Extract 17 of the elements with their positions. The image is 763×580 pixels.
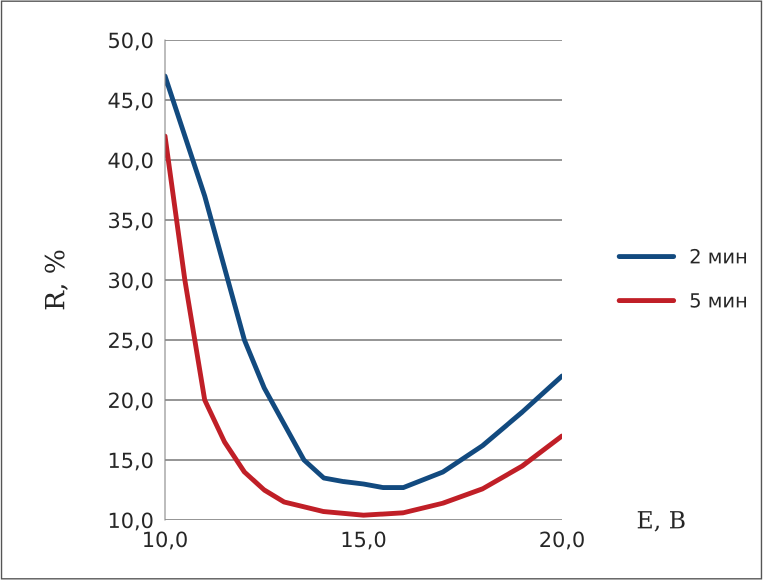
y-tick-label: 15,0 — [110, 452, 153, 470]
y-tick-label: 25,0 — [109, 332, 153, 350]
y-tick-label: 40,0 — [108, 152, 153, 170]
y-tick-label: 30,0 — [109, 272, 153, 290]
legend-label: 5 мин — [690, 293, 746, 308]
legend-label: 2 мин — [690, 248, 746, 264]
x-tick-label: 15,0 — [342, 531, 386, 550]
y-tick-label: 20,0 — [109, 392, 153, 410]
y-tick-label: 35,0 — [109, 212, 153, 230]
y-tick-label: 50,0 — [109, 32, 153, 50]
y-tick-label: 45,0 — [108, 92, 153, 110]
line-series — [165, 74, 562, 490]
y-axis-title: R, % — [44, 250, 68, 310]
y-tick-label: 10,0 — [110, 512, 153, 530]
x-tick-label: 10,0 — [144, 531, 187, 550]
x-axis-title: E, B — [638, 511, 685, 532]
x-tick-label: 20,0 — [540, 531, 584, 550]
